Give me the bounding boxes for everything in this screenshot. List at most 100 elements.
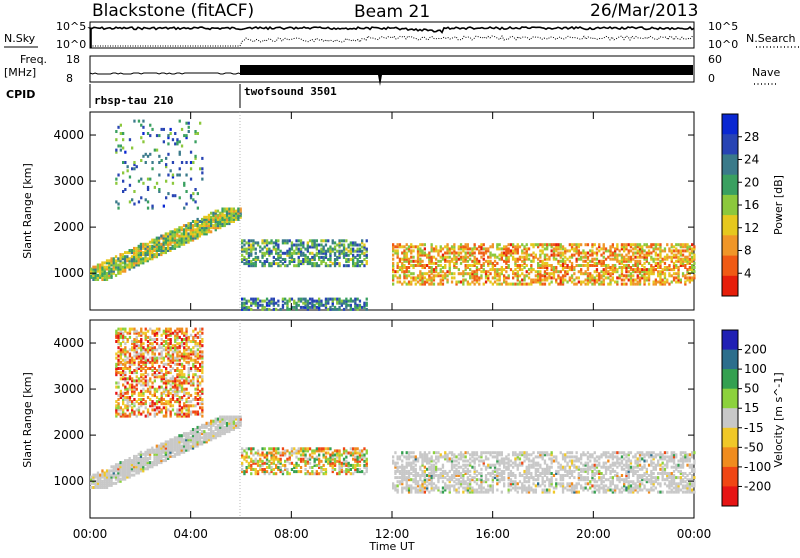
data-cell — [201, 361, 203, 364]
data-cell — [261, 460, 263, 463]
data-cell — [542, 249, 544, 252]
data-cell — [120, 367, 122, 370]
data-cell — [172, 245, 174, 248]
data-cell — [646, 268, 648, 271]
data-cell — [149, 386, 151, 389]
data-cell — [217, 210, 219, 213]
data-cell — [503, 274, 505, 277]
data-cell — [194, 388, 196, 391]
data-cell — [127, 165, 129, 168]
data-cell — [179, 167, 181, 170]
data-cell — [172, 375, 174, 378]
data-cell — [284, 302, 286, 305]
data-cell — [268, 248, 270, 251]
data-cell — [628, 249, 630, 252]
data-cell — [465, 279, 467, 282]
data-cell — [142, 361, 144, 364]
data-cell — [156, 445, 158, 448]
data-cell — [673, 262, 675, 265]
data-cell — [120, 390, 122, 393]
data-cell — [401, 283, 403, 286]
data-cell — [194, 396, 196, 399]
data-cell — [140, 243, 142, 246]
data-cell — [149, 357, 151, 360]
data-cell — [623, 274, 625, 277]
data-cell — [483, 262, 485, 265]
data-cell — [298, 458, 300, 461]
data-cell — [433, 487, 435, 490]
data-cell — [419, 451, 421, 454]
data-cell — [179, 390, 181, 393]
data-cell — [668, 256, 670, 259]
data-cell — [275, 302, 277, 305]
data-cell — [399, 480, 401, 483]
data-cell — [142, 388, 144, 391]
data-cell — [562, 245, 564, 248]
data-cell — [127, 357, 129, 360]
data-cell — [181, 232, 183, 235]
data-cell — [309, 462, 311, 465]
data-cell — [145, 415, 147, 418]
data-cell — [167, 142, 169, 145]
data-cell — [277, 452, 279, 455]
data-cell — [302, 298, 304, 301]
data-cell — [199, 432, 201, 435]
data-cell — [366, 449, 368, 452]
data-cell — [394, 484, 396, 487]
data-cell — [127, 415, 129, 418]
data-cell — [406, 462, 408, 465]
data-cell — [327, 447, 329, 450]
data-cell — [591, 243, 593, 246]
data-cell — [158, 365, 160, 368]
data-cell — [334, 298, 336, 301]
data-cell — [410, 276, 412, 279]
data-cell — [419, 258, 421, 261]
data-cell — [259, 454, 261, 457]
data-cell — [197, 207, 199, 210]
data-cell — [664, 272, 666, 275]
data-cell — [201, 424, 203, 427]
data-cell — [553, 266, 555, 269]
data-cell — [460, 281, 462, 284]
data-cell — [643, 243, 645, 246]
data-cell — [151, 373, 153, 376]
data-cell — [557, 283, 559, 286]
data-cell — [399, 258, 401, 261]
data-cell — [587, 256, 589, 259]
data-cell — [514, 268, 516, 271]
data-cell — [190, 194, 192, 197]
data-cell — [594, 262, 596, 265]
data-cell — [623, 264, 625, 267]
data-cell — [302, 302, 304, 305]
data-cell — [291, 468, 293, 471]
data-cell — [609, 245, 611, 248]
data-cell — [192, 220, 194, 223]
data-cell — [92, 486, 94, 489]
data-cell — [300, 466, 302, 469]
data-cell — [212, 420, 214, 423]
data-cell — [149, 449, 151, 452]
data-cell — [453, 276, 455, 279]
data-cell — [199, 167, 201, 170]
data-cell — [241, 447, 243, 450]
data-cell — [406, 266, 408, 269]
data-cell — [332, 308, 334, 311]
data-cell — [176, 379, 178, 382]
data-cell — [357, 447, 359, 450]
data-cell — [521, 279, 523, 282]
data-cell — [188, 353, 190, 356]
data-cell — [298, 470, 300, 473]
data-cell — [275, 464, 277, 467]
data-cell — [609, 258, 611, 261]
data-cell — [277, 458, 279, 461]
data-cell — [110, 469, 112, 472]
data-cell — [401, 464, 403, 467]
data-cell — [639, 260, 641, 263]
data-cell — [519, 256, 521, 259]
data-cell — [115, 382, 117, 385]
data-cell — [183, 373, 185, 376]
data-cell — [127, 169, 129, 172]
data-cell — [412, 264, 414, 267]
data-cell — [348, 462, 350, 465]
